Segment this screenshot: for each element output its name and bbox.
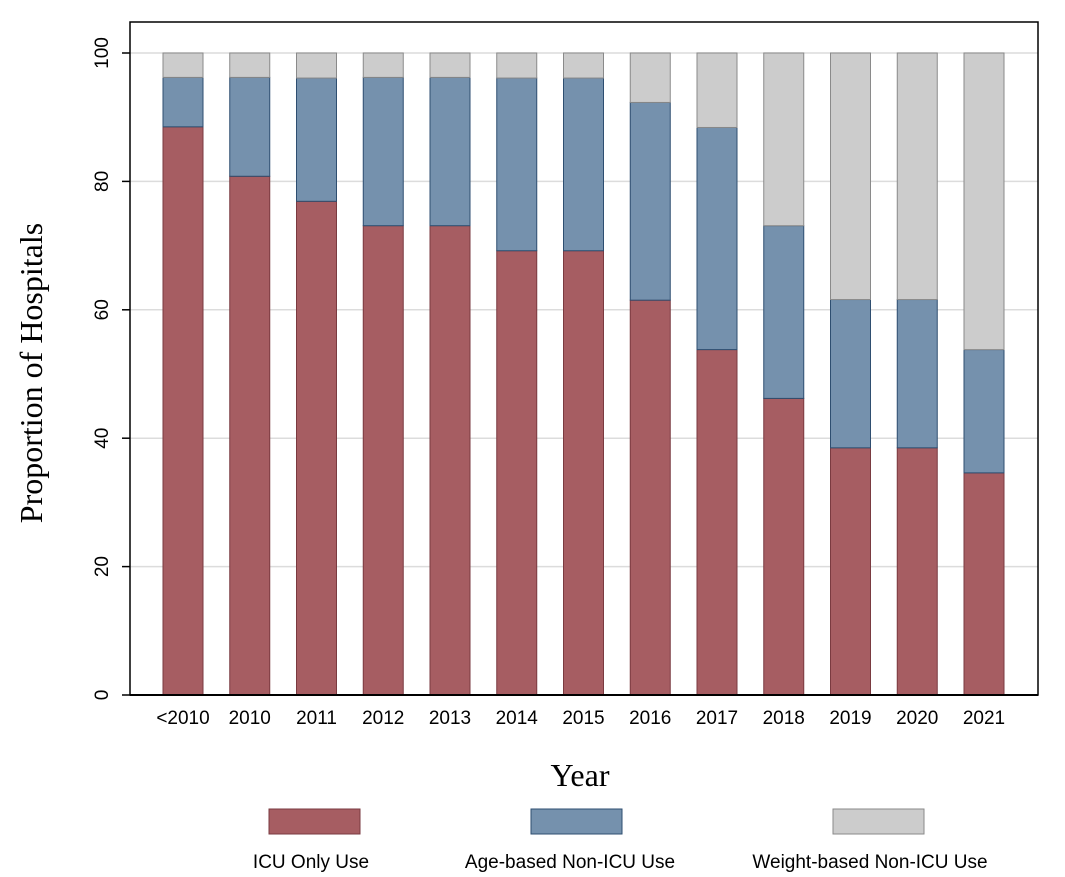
x-tick-label: 2016 xyxy=(629,708,671,729)
bar-segment xyxy=(963,52,1005,351)
bar-segment xyxy=(963,349,1005,474)
bar-segment xyxy=(629,101,671,301)
bar-segment xyxy=(696,126,738,351)
x-tick-label: 2020 xyxy=(896,708,938,729)
bar-segment xyxy=(763,52,805,227)
x-tick-label: 2011 xyxy=(296,708,337,729)
bar-segment xyxy=(229,76,271,177)
x-tick-label: 2021 xyxy=(963,708,1005,729)
bar-segment xyxy=(896,299,938,449)
bar-segment xyxy=(563,250,604,696)
bar-segment xyxy=(429,225,471,696)
x-tick-label: 2014 xyxy=(496,708,539,729)
bar-segment xyxy=(496,77,538,252)
legend-label-icu-only: ICU Only Use xyxy=(253,852,369,873)
bar-segment xyxy=(830,299,871,449)
legend-swatch-age-based xyxy=(530,808,623,835)
x-tick-label: 2010 xyxy=(229,708,271,729)
bar-segment xyxy=(162,126,204,696)
x-tick-label: <2010 xyxy=(156,708,209,729)
x-tick-label: 2017 xyxy=(696,708,738,729)
bar-segment xyxy=(429,52,471,78)
bar-segment xyxy=(563,52,604,79)
bar-segment xyxy=(229,52,271,78)
bar-segment xyxy=(362,76,404,227)
y-tick-label: 60 xyxy=(92,299,113,320)
bar-segment xyxy=(830,52,871,301)
x-tick-label: 2013 xyxy=(429,708,471,729)
y-axis-title: Proportion of Hospitals xyxy=(13,223,49,523)
bar-segment xyxy=(763,225,805,399)
y-tick-label: 40 xyxy=(92,428,113,449)
bar-segment xyxy=(296,200,337,696)
bar-segment xyxy=(362,225,404,696)
x-tick-labels: <2010 2010 2011 2012 2013 2014 2015 2016 2017 201… xyxy=(156,708,1005,729)
bar-segment xyxy=(496,52,538,79)
bar-segment xyxy=(563,77,604,252)
bar-segment xyxy=(629,52,671,103)
bars xyxy=(162,52,1005,696)
y-tick-label: 100 xyxy=(92,37,113,69)
bar-segment xyxy=(229,175,271,696)
legend: ICU Only Use Age-based Non-ICU Use Weigh… xyxy=(253,808,988,873)
x-tick-label: 2019 xyxy=(829,708,871,729)
legend-swatch-icu-only xyxy=(268,808,361,835)
bar-segment xyxy=(296,77,337,202)
bar-segment xyxy=(162,52,204,78)
bar-segment xyxy=(963,472,1005,696)
axes xyxy=(122,21,1039,696)
bar-segment xyxy=(696,52,738,128)
x-axis-title: Year xyxy=(551,757,610,793)
x-tick-label: 2012 xyxy=(362,708,404,729)
x-tick-label: 2015 xyxy=(562,708,604,729)
x-tick-label: 2018 xyxy=(763,708,805,729)
y-tick-label: 80 xyxy=(92,171,113,192)
bar-segment xyxy=(362,52,404,78)
bar-segment xyxy=(296,52,337,79)
bar-segment xyxy=(896,447,938,696)
y-tick-label: 0 xyxy=(92,690,113,701)
bar-segment xyxy=(629,299,671,696)
bar-segment xyxy=(763,397,805,696)
legend-label-weight-based: Weight-based Non-ICU Use xyxy=(752,852,987,873)
legend-label-age-based: Age-based Non-ICU Use xyxy=(465,852,675,873)
y-tick-label: 20 xyxy=(92,556,113,577)
bar-segment xyxy=(162,76,204,128)
bar-segment xyxy=(696,349,738,696)
legend-swatch-weight-based xyxy=(832,808,925,835)
bar-segment xyxy=(429,76,471,227)
bar-segment xyxy=(896,52,938,301)
y-tick-labels: 0 20 40 60 80 100 xyxy=(92,37,113,700)
bar-segment xyxy=(496,250,538,696)
bar-segment xyxy=(830,447,871,696)
